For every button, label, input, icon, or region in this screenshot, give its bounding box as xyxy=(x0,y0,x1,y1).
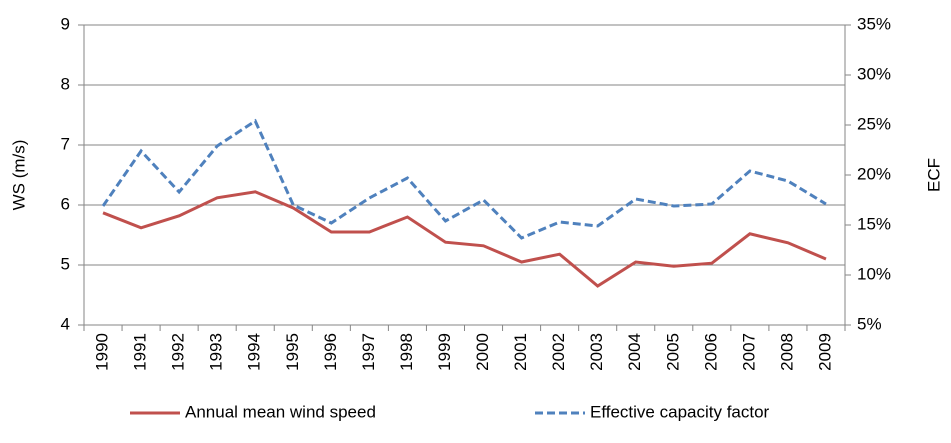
x-tick-label: 1995 xyxy=(283,333,302,371)
x-tick-label: 2002 xyxy=(549,333,568,371)
x-tick-label: 1999 xyxy=(435,333,454,371)
y-tick-label: 5 xyxy=(61,254,70,273)
x-tick-label: 2003 xyxy=(587,333,606,371)
y2-tick-label: 15% xyxy=(857,214,891,233)
y2-tick-label: 30% xyxy=(857,64,891,83)
x-tick-label: 1991 xyxy=(131,333,150,371)
x-tick-label: 2007 xyxy=(739,333,758,371)
y2-tick-label: 5% xyxy=(857,314,882,333)
x-tick-label: 1992 xyxy=(169,333,188,371)
x-tick-label: 1998 xyxy=(397,333,416,371)
x-tick-label: 2009 xyxy=(815,333,834,371)
y-tick-label: 7 xyxy=(61,134,70,153)
x-tick-label: 1990 xyxy=(93,333,112,371)
y-tick-label: 6 xyxy=(61,194,70,213)
y-tick-label: 4 xyxy=(61,314,70,333)
x-tick-label: 1993 xyxy=(207,333,226,371)
x-tick-label: 2008 xyxy=(777,333,796,371)
x-tick-label: 2000 xyxy=(473,333,492,371)
x-tick-label: 1997 xyxy=(359,333,378,371)
y-tick-label: 8 xyxy=(61,74,70,93)
x-tick-label: 1996 xyxy=(321,333,340,371)
series-line xyxy=(102,190,827,288)
y2-tick-label: 25% xyxy=(857,114,891,133)
y2-tick-label: 35% xyxy=(857,14,891,33)
series-line xyxy=(101,118,827,240)
y-axis-label: WS (m/s) xyxy=(9,140,28,211)
plot-frame xyxy=(83,24,846,326)
legend-label: Effective capacity factor xyxy=(590,402,770,421)
x-tick-label: 2005 xyxy=(663,333,682,371)
y2-tick-label: 20% xyxy=(857,164,891,183)
x-tick-label: 2004 xyxy=(625,333,644,371)
y-tick-label: 9 xyxy=(61,14,70,33)
x-tick-label: 2001 xyxy=(511,333,530,371)
y2-axis-label: ECF xyxy=(924,158,943,192)
legend-label: Annual mean wind speed xyxy=(185,402,376,421)
x-tick-label: 2006 xyxy=(701,333,720,371)
y2-tick-label: 10% xyxy=(857,264,891,283)
x-tick-label: 1994 xyxy=(245,333,264,371)
